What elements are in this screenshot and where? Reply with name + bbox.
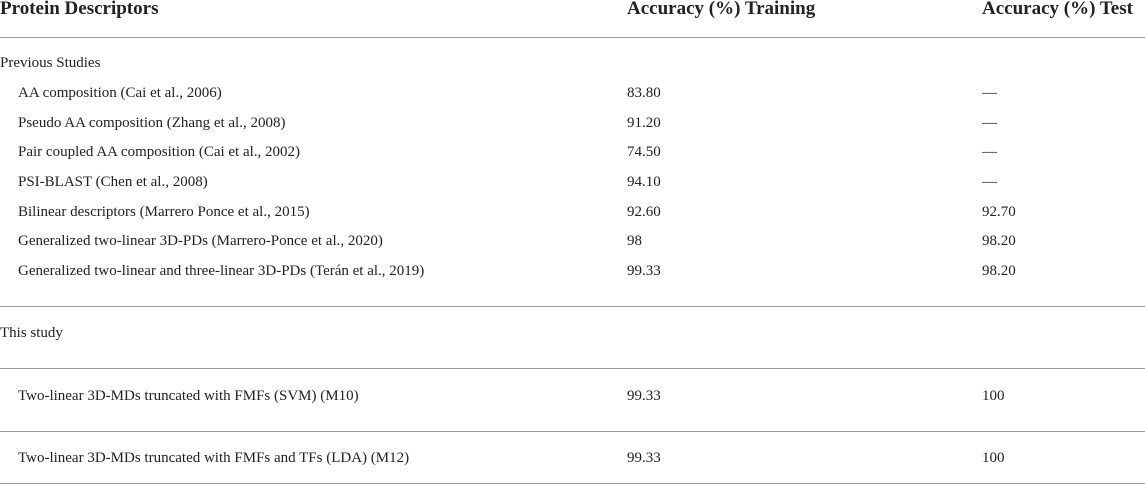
cell: — <box>982 174 997 190</box>
rule <box>0 37 1145 38</box>
cell: Bilinear descriptors (Marrero Ponce et a… <box>18 204 310 220</box>
cell: PSI-BLAST (Chen et al., 2008) <box>18 174 208 190</box>
cell: Two-linear 3D-MDs truncated with FMFs (S… <box>18 388 359 404</box>
header-cell: Accuracy (%) Test <box>982 0 1133 19</box>
cell: — <box>982 115 997 131</box>
cell: 94.10 <box>627 174 661 190</box>
cell: 100 <box>982 450 1005 466</box>
cell: — <box>982 144 997 160</box>
cell: Generalized two-linear and three-linear … <box>18 263 425 279</box>
cell: Generalized two-linear 3D-PDs (Marrero-P… <box>18 233 383 249</box>
cell: 92.70 <box>982 204 1016 220</box>
cell: 98.20 <box>982 263 1016 279</box>
rule <box>0 306 1145 307</box>
cell: 74.50 <box>627 144 661 160</box>
cell: Pair coupled AA composition (Cai et al.,… <box>18 144 301 160</box>
cell: 98 <box>627 233 642 249</box>
cell: Two-linear 3D-MDs truncated with FMFs an… <box>18 450 410 466</box>
cell: AA composition (Cai et al., 2006) <box>18 85 222 101</box>
cell: 100 <box>982 388 1005 404</box>
header-cell: Protein Descriptors <box>0 0 159 19</box>
section-title: This study <box>0 325 63 341</box>
section-title: Previous Studies <box>0 55 101 71</box>
cell: Pseudo AA composition (Zhang et al., 200… <box>18 115 286 131</box>
cell: 92.60 <box>627 204 661 220</box>
cell: 99.33 <box>627 263 661 279</box>
cell: 83.80 <box>627 85 661 101</box>
rule <box>0 368 1145 369</box>
rule <box>0 431 1145 432</box>
cell: 99.33 <box>627 450 661 466</box>
cell: 99.33 <box>627 388 661 404</box>
header-cell: Accuracy (%) Training <box>627 0 816 19</box>
cell: 91.20 <box>627 115 661 131</box>
cell: — <box>982 85 997 101</box>
cell: 98.20 <box>982 233 1016 249</box>
